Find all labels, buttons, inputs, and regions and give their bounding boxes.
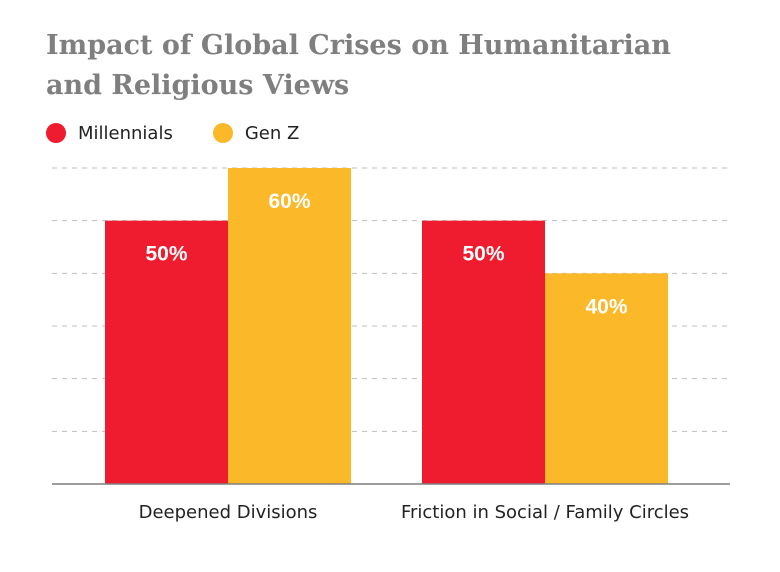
legend-swatch-gen-z: [212, 123, 233, 143]
data-label-gen-z-1: 60%: [268, 190, 310, 213]
legend-swatch-millennials: [46, 123, 66, 143]
bar-millennials-1: [105, 220, 228, 484]
category-label-1: Deepened Divisions: [139, 502, 318, 523]
bar-gen-z-1: [228, 168, 351, 484]
category-label-2: Friction in Social / Family Circles: [401, 502, 689, 523]
chart-title-line-2: and Religious Views: [46, 70, 350, 101]
chart-title-line-1: Impact of Global Crises on Humanitarian: [46, 30, 671, 61]
data-label-gen-z-2: 40%: [585, 295, 627, 318]
chart-legend: Millennials Gen Z: [46, 118, 339, 148]
bar-millennials-2: [422, 220, 545, 484]
chart-title: Impact of Global Crises on Humanitarian …: [46, 26, 746, 106]
legend-item-millennials: Millennials: [46, 123, 173, 144]
data-label-millennials-2: 50%: [462, 243, 504, 266]
legend-label-millennials: Millennials: [78, 122, 173, 144]
bar-gen-z-2: [545, 273, 668, 484]
legend-item-gen-z: Gen Z: [212, 122, 300, 144]
legend-label-gen-z: Gen Z: [244, 122, 300, 144]
data-label-millennials-1: 50%: [145, 243, 187, 266]
